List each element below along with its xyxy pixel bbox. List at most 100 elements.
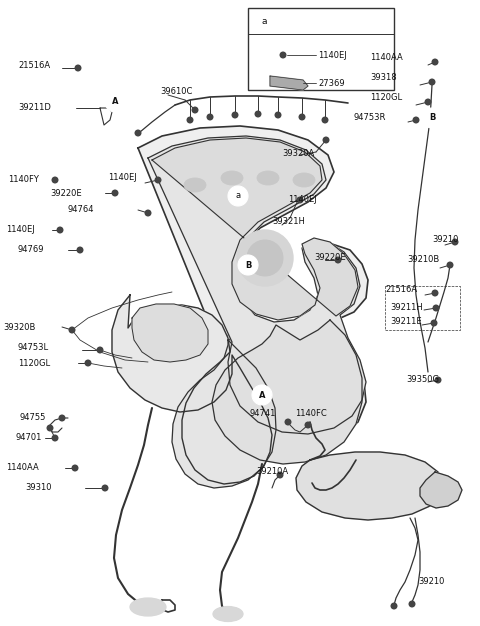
Polygon shape [172, 340, 276, 488]
Ellipse shape [213, 607, 243, 622]
Circle shape [134, 130, 142, 136]
Circle shape [422, 108, 442, 128]
Text: 39310: 39310 [25, 483, 51, 493]
Circle shape [322, 116, 328, 123]
Circle shape [304, 421, 312, 429]
Circle shape [254, 12, 274, 32]
Text: 39211E: 39211E [390, 317, 421, 326]
Text: 39220E: 39220E [314, 254, 346, 262]
Circle shape [424, 98, 432, 106]
Text: 1140EJ: 1140EJ [108, 173, 137, 183]
Text: a: a [235, 192, 240, 200]
Circle shape [76, 247, 84, 254]
Text: 39320B: 39320B [3, 322, 36, 332]
Text: 1140EJ: 1140EJ [288, 195, 317, 205]
Ellipse shape [221, 171, 243, 185]
Text: A: A [112, 98, 118, 106]
Text: 39318: 39318 [370, 73, 396, 83]
Circle shape [429, 78, 435, 86]
Text: 1140EJ: 1140EJ [318, 51, 347, 59]
Polygon shape [152, 138, 358, 320]
Circle shape [111, 190, 119, 197]
Text: 39211D: 39211D [18, 103, 51, 113]
Bar [248, 8, 394, 90]
Text: 39210A: 39210A [256, 468, 288, 476]
Circle shape [275, 111, 281, 118]
Text: 94755: 94755 [20, 414, 47, 423]
Circle shape [432, 58, 439, 66]
Circle shape [51, 177, 59, 183]
Circle shape [101, 485, 108, 491]
Circle shape [431, 319, 437, 327]
Circle shape [434, 376, 442, 384]
Text: B: B [245, 260, 251, 270]
Polygon shape [212, 320, 362, 464]
Text: 1140AA: 1140AA [370, 53, 403, 63]
Circle shape [105, 92, 125, 112]
Text: 94753R: 94753R [353, 113, 385, 123]
Circle shape [57, 227, 63, 233]
Text: 1140FY: 1140FY [8, 175, 39, 185]
Circle shape [452, 239, 458, 245]
Circle shape [192, 106, 199, 113]
Circle shape [247, 240, 283, 276]
Text: 1140AA: 1140AA [6, 463, 39, 473]
Circle shape [69, 327, 75, 334]
Text: 94741: 94741 [250, 409, 276, 418]
Circle shape [206, 113, 214, 120]
Text: 39210: 39210 [432, 235, 458, 245]
Polygon shape [132, 304, 208, 362]
Text: a: a [261, 18, 267, 26]
Text: 39210: 39210 [418, 578, 444, 587]
Circle shape [59, 414, 65, 421]
Ellipse shape [293, 173, 315, 187]
Circle shape [72, 464, 79, 471]
Ellipse shape [184, 178, 206, 192]
Text: 39350G: 39350G [406, 376, 439, 384]
Text: A: A [259, 391, 265, 399]
Circle shape [412, 116, 420, 123]
Circle shape [51, 434, 59, 441]
Circle shape [285, 419, 291, 426]
Text: 94769: 94769 [18, 245, 45, 255]
Circle shape [408, 600, 416, 607]
Circle shape [252, 385, 272, 405]
Text: 39610C: 39610C [160, 88, 192, 96]
Circle shape [237, 230, 293, 286]
Text: 39210B: 39210B [407, 255, 439, 265]
Text: 39211H: 39211H [390, 302, 423, 312]
Polygon shape [270, 76, 308, 90]
Ellipse shape [130, 598, 166, 616]
Polygon shape [296, 452, 443, 520]
Circle shape [446, 262, 454, 269]
Circle shape [254, 111, 262, 118]
Circle shape [155, 177, 161, 183]
Text: 94764: 94764 [68, 205, 95, 215]
Text: 39320A: 39320A [282, 148, 314, 158]
Circle shape [297, 197, 303, 203]
Circle shape [47, 424, 53, 431]
Polygon shape [112, 295, 272, 484]
Ellipse shape [257, 171, 279, 185]
Text: 21516A: 21516A [18, 61, 50, 69]
Polygon shape [138, 126, 368, 480]
Circle shape [84, 359, 92, 366]
Circle shape [228, 186, 248, 206]
Text: 39321H: 39321H [272, 217, 305, 227]
Circle shape [144, 210, 152, 217]
Circle shape [187, 116, 193, 123]
Text: 1120GL: 1120GL [18, 359, 50, 367]
Text: 1140EJ: 1140EJ [6, 225, 35, 235]
Polygon shape [148, 136, 366, 434]
Text: B: B [429, 113, 435, 123]
Circle shape [238, 255, 258, 275]
Text: 27369: 27369 [318, 78, 345, 88]
Text: 1120GL: 1120GL [370, 93, 402, 103]
Circle shape [335, 257, 341, 264]
Circle shape [74, 64, 82, 71]
Circle shape [299, 113, 305, 120]
Text: 94753L: 94753L [18, 344, 49, 352]
Circle shape [276, 471, 284, 478]
Circle shape [96, 347, 104, 354]
Circle shape [231, 111, 239, 118]
